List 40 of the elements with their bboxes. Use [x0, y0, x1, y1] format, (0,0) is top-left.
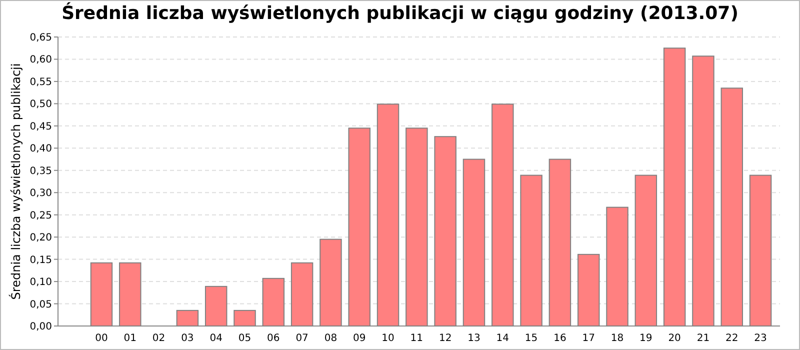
x-tick-label: 06 [267, 333, 280, 344]
y-tick-label: 0,50 [30, 99, 52, 110]
y-tick-label: 0,60 [30, 54, 52, 66]
x-tick-label: 17 [582, 333, 595, 344]
x-tick-label: 15 [524, 333, 538, 344]
y-tick-label: 0,20 [30, 232, 52, 244]
x-tick-label: 21 [696, 333, 710, 344]
x-tick-label: 08 [324, 333, 338, 344]
x-tick-label: 01 [124, 333, 137, 344]
x-tick-label: 20 [668, 333, 681, 344]
y-tick-label: 0,45 [30, 121, 52, 132]
y-tick-label: 0,35 [30, 166, 52, 177]
x-tick-label: 23 [754, 333, 767, 344]
x-tick-label: 00 [95, 333, 108, 344]
y-tick-label: 0,05 [30, 299, 52, 310]
y-axis-title: Średnia liczba wyświetlonych publikacji [8, 63, 23, 300]
y-tick-label: 0,65 [30, 32, 52, 44]
x-tick-label: 09 [353, 333, 366, 344]
x-tick-label: 19 [640, 333, 652, 344]
x-tick-label: 13 [468, 333, 480, 344]
y-tick-label: 0,30 [30, 188, 52, 200]
x-tick-label: 14 [496, 333, 510, 344]
x-tick-label: 05 [238, 333, 252, 344]
y-tick-label: 0,10 [30, 277, 52, 288]
y-tick-label: 0,55 [30, 76, 52, 88]
x-tick-label: 02 [152, 333, 166, 344]
x-tick-label: 07 [296, 333, 308, 344]
x-tick-label: 12 [438, 333, 452, 344]
y-tick-label: 0,25 [30, 210, 52, 222]
x-tick-label: 22 [726, 333, 738, 344]
y-tick-label: 0,40 [30, 144, 52, 155]
x-tick-label: 04 [210, 333, 222, 344]
x-tick-label: 11 [410, 333, 424, 344]
x-tick-label: 18 [610, 333, 624, 344]
x-tick-label: 16 [554, 333, 566, 344]
chart-title: Średnia liczba wyświetlonych publikacji w ciągu godziny (2013.07) [62, 2, 738, 24]
x-tick-label: 03 [181, 333, 194, 344]
y-tick-label: 0,15 [30, 254, 52, 266]
y-tick-label: 0,00 [30, 322, 52, 332]
x-tick-label: 10 [382, 333, 394, 344]
